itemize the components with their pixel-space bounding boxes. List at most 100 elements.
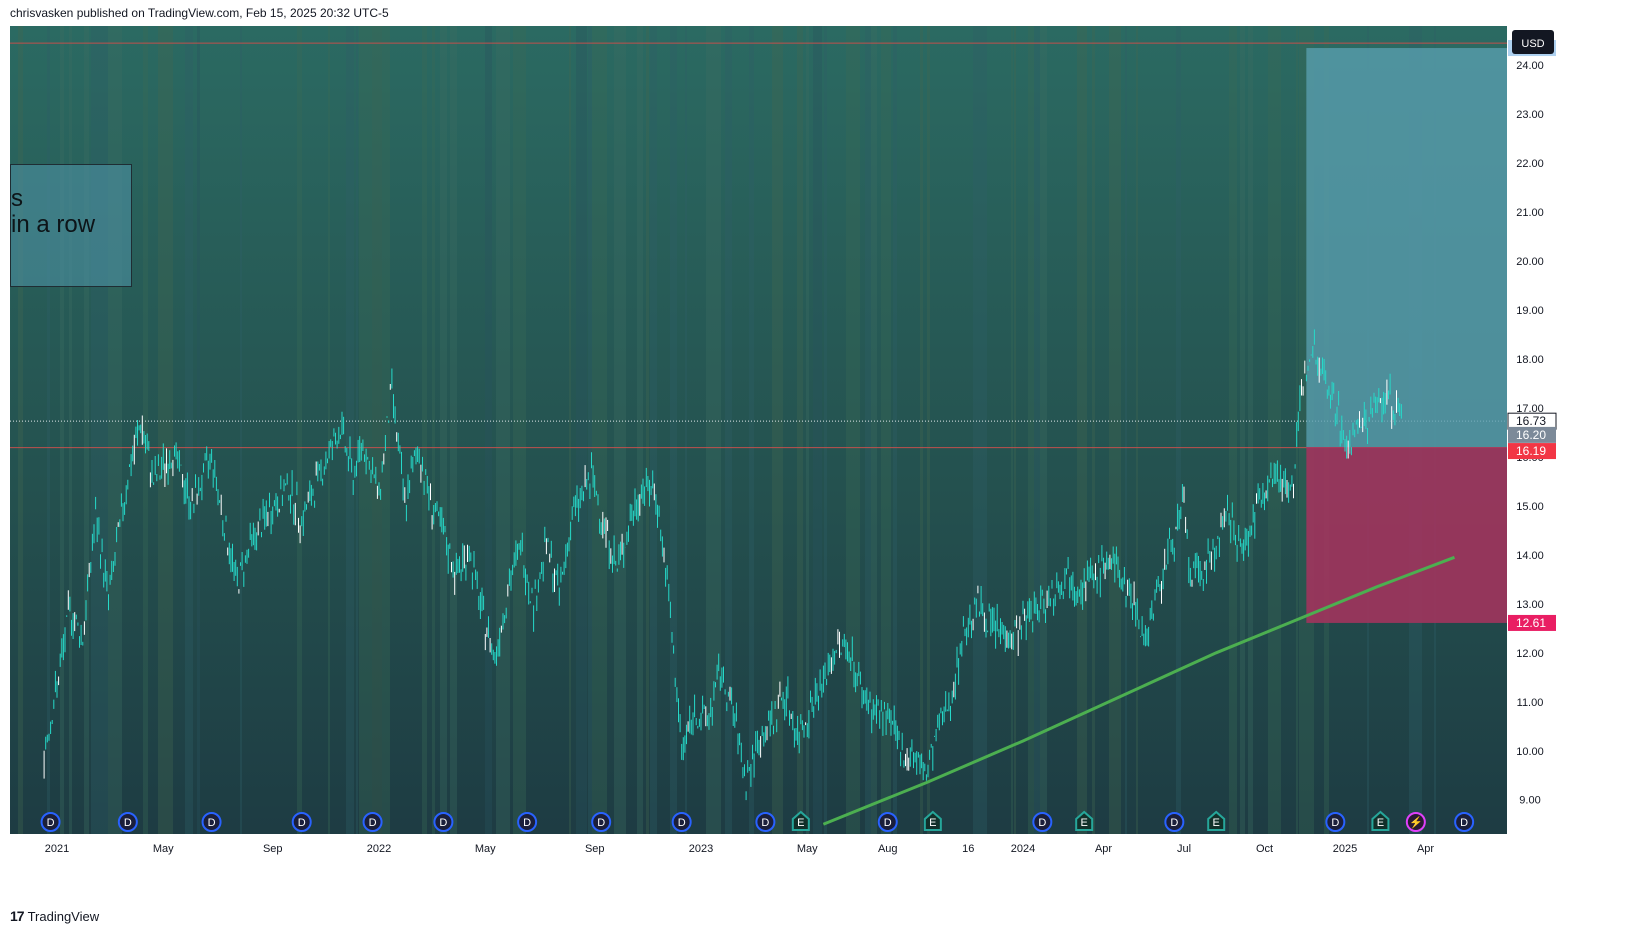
y-tick-label: 13.00 xyxy=(1516,599,1544,611)
dividend-marker[interactable]: D xyxy=(877,812,898,832)
background-band xyxy=(920,26,923,834)
background-band xyxy=(359,26,372,834)
last-price-price-label[interactable]: 16.73 xyxy=(1507,412,1557,430)
price-label-text: 12.61 xyxy=(1516,616,1546,630)
dividend-marker[interactable]: D xyxy=(433,812,454,832)
marker-label: D xyxy=(761,817,769,829)
earnings-marker[interactable]: E xyxy=(1371,810,1390,831)
dividend-marker[interactable]: D xyxy=(1032,812,1053,832)
dividend-marker[interactable]: D xyxy=(40,812,61,832)
y-tick-label: 12.00 xyxy=(1516,648,1544,660)
tradingview-brand: TradingView xyxy=(27,908,100,924)
background-band xyxy=(1092,26,1095,834)
x-axis[interactable]: 2021 May Sep 2022 May Sep 2023 May Aug 16 2024 Apr J… xyxy=(10,834,1507,862)
background-band xyxy=(297,26,302,834)
dividend-marker[interactable]: D xyxy=(1454,812,1475,832)
y-tick-label: 18.00 xyxy=(1516,354,1544,366)
dividend-marker[interactable]: D xyxy=(755,812,776,832)
marker-label: D xyxy=(678,817,686,829)
dividend-icon xyxy=(1032,812,1053,832)
earnings-marker[interactable]: E xyxy=(791,810,810,831)
x-tick-label: 2021 xyxy=(45,843,69,855)
earnings-marker[interactable]: E xyxy=(923,810,942,831)
y-tick-label: 11.00 xyxy=(1517,697,1544,709)
background-band xyxy=(749,26,754,834)
stop-zone[interactable] xyxy=(1306,447,1507,623)
background-band xyxy=(772,26,783,834)
background-band xyxy=(1240,26,1245,834)
background-band xyxy=(346,26,354,834)
background-band xyxy=(871,26,877,834)
background-band xyxy=(18,26,23,834)
currency-label: USD xyxy=(1521,38,1544,50)
dividend-marker[interactable]: D xyxy=(362,812,383,832)
y-tick-label: 9.00 xyxy=(1519,795,1540,807)
dividend-icon xyxy=(1164,812,1185,832)
background-band xyxy=(1028,26,1034,834)
background-band xyxy=(865,26,871,834)
background-band xyxy=(569,26,571,834)
background-band xyxy=(813,26,822,834)
background-band xyxy=(328,26,330,834)
background-band xyxy=(143,26,148,834)
background-band xyxy=(91,26,96,834)
y-tick-label: 14.00 xyxy=(1516,550,1544,562)
x-tick-label: Apr xyxy=(1095,843,1112,855)
background-band xyxy=(372,26,382,834)
dividend-marker[interactable]: D xyxy=(1325,812,1346,832)
lower-stop-price-label[interactable]: 12.61 xyxy=(1508,614,1556,631)
y-tick-label: 15.00 xyxy=(1516,501,1544,513)
background-band xyxy=(1109,26,1121,834)
dividend-icon xyxy=(1325,812,1346,832)
y-tick-label: 20.00 xyxy=(1516,256,1544,268)
background-band xyxy=(576,26,587,834)
split-marker[interactable]: ⚡ xyxy=(1405,812,1426,832)
dividend-icon xyxy=(755,812,776,832)
earnings-marker[interactable]: E xyxy=(1207,810,1226,831)
marker-label: E xyxy=(1081,817,1088,829)
moving-average-line[interactable] xyxy=(822,555,1456,826)
dividend-icon xyxy=(433,812,454,832)
earnings-icon xyxy=(1371,810,1390,831)
background-band xyxy=(382,26,390,834)
background-band xyxy=(592,26,607,834)
y-tick-label: 19.00 xyxy=(1516,305,1544,317)
marker-label: D xyxy=(884,817,892,829)
dividend-marker[interactable]: D xyxy=(1164,812,1185,832)
dividend-marker[interactable]: D xyxy=(201,812,222,832)
x-tick-label: Sep xyxy=(263,843,283,855)
background-band xyxy=(513,26,526,834)
x-tick-label: 2023 xyxy=(689,843,713,855)
tradingview-logo[interactable]: 17 TradingView xyxy=(10,908,99,924)
earnings-marker[interactable]: E xyxy=(1075,810,1094,831)
dividend-marker[interactable]: D xyxy=(117,812,138,832)
background-band xyxy=(706,26,721,834)
annotation-line-1: s xyxy=(11,185,23,212)
text-annotation[interactable]: s in a row xyxy=(10,164,132,287)
stop-price-label[interactable]: 16.19 xyxy=(1508,443,1556,460)
x-tick-label: 2025 xyxy=(1333,843,1357,855)
marker-label: D xyxy=(1170,817,1178,829)
dividend-marker[interactable]: D xyxy=(671,812,692,832)
marker-label: D xyxy=(1460,817,1468,829)
background-band xyxy=(824,26,827,834)
background-band xyxy=(588,26,592,834)
target-zone[interactable] xyxy=(1306,48,1507,448)
y-tick-label: 22.00 xyxy=(1516,158,1544,170)
dividend-marker[interactable]: D xyxy=(291,812,312,832)
price-label-background xyxy=(1508,614,1556,631)
dividend-marker[interactable]: D xyxy=(591,812,612,832)
background-band xyxy=(927,26,930,834)
currency-button[interactable]: USD xyxy=(1512,30,1554,54)
dividend-icon xyxy=(117,812,138,832)
background-bands xyxy=(18,26,1436,834)
background-band xyxy=(1034,26,1040,834)
y-tick-label: 17.00 xyxy=(1516,403,1544,415)
background-band xyxy=(108,26,122,834)
background-band xyxy=(1268,26,1281,834)
entry-price-label[interactable]: 16.20 xyxy=(1508,426,1556,443)
y-tick-label: 21.00 xyxy=(1516,207,1544,219)
dividend-marker[interactable]: D xyxy=(517,812,538,832)
